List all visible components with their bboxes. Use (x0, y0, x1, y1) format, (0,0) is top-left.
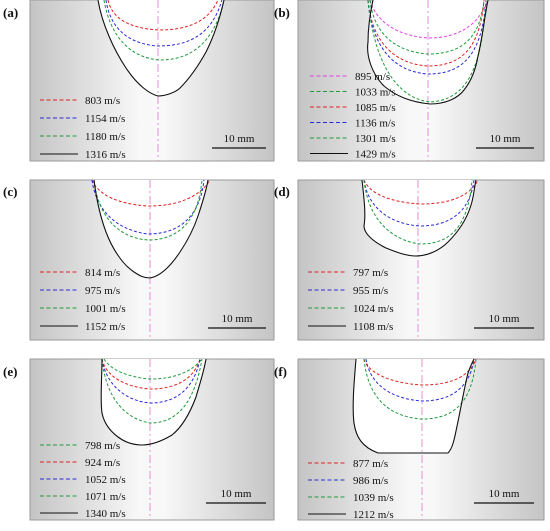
panel-a-image: 803 m/s 1154 m/s 1180 m/s 1316 m/s 10 mm (29, 0, 275, 162)
legend-label: 1301 m/s (355, 133, 396, 145)
profile-curve-dashed (363, 179, 475, 227)
profile-curve-dashed (107, 0, 219, 31)
legend-label: 1108 m/s (353, 321, 393, 333)
legend-label: 797 m/s (353, 267, 388, 279)
panel-c-image: 814 m/s 975 m/s 1001 m/s 1152 m/s 10 mm (29, 179, 275, 341)
profile-curve-dashed (93, 179, 203, 241)
legend-label: 975 m/s (85, 285, 120, 297)
legend-label: 1154 m/s (85, 113, 125, 125)
legend-label: 1001 m/s (85, 303, 126, 315)
profile-curve-dashed (103, 358, 203, 380)
legend-label: 1052 m/s (85, 474, 126, 486)
profile-curve-solid (93, 179, 209, 279)
legend-label: 798 m/s (85, 440, 120, 452)
profile-curve-dashed (363, 358, 477, 420)
profile-curve-dashed (363, 358, 477, 386)
scale-bar-label: 10 mm (222, 313, 253, 325)
legend-label: 1212 m/s (353, 509, 394, 521)
panel-label-f: (f) (274, 364, 287, 379)
scale-bar-label: 10 mm (489, 488, 520, 500)
legend-label: 1033 m/s (355, 87, 396, 99)
legend-label: 955 m/s (353, 285, 388, 297)
legend-label: 1180 m/s (85, 131, 125, 143)
panel-label-b: (b) (274, 5, 290, 20)
legend-label: 1340 m/s (85, 508, 126, 520)
crater-fill (98, 0, 224, 96)
panel-b-image: 895 m/s 1033 m/s 1085 m/s 1136 m/s 1301 m/s 1… (297, 0, 545, 162)
panel-label-e: (e) (3, 364, 18, 379)
legend-label: 1316 m/s (85, 149, 126, 161)
profile-curve-dashed (103, 0, 225, 61)
profile-curve-solid (100, 358, 207, 446)
legend-label: 803 m/s (85, 95, 120, 107)
panel-e-image: 798 m/s 924 m/s 1052 m/s 1071 m/s 1340 m/s 10… (29, 358, 275, 521)
legend-label: 1039 m/s (353, 492, 394, 504)
profile-curve-dashed (101, 358, 203, 424)
panel-label-a: (a) (3, 5, 19, 20)
panel-d-image: 797 m/s 955 m/s 1024 m/s 1108 m/s 10 mm (297, 179, 545, 341)
scale-bar-label: 10 mm (224, 133, 255, 145)
profile-curve-solid (367, 0, 489, 105)
legend-label: 895 m/s (355, 71, 390, 83)
profile-curve-dashed (369, 0, 485, 55)
profile-curve-dashed (101, 358, 201, 390)
scale-bar-label: 10 mm (221, 488, 252, 500)
profile-curve-dashed (105, 0, 223, 47)
profile-curve-dashed (367, 0, 487, 103)
legend-label: 1085 m/s (355, 102, 396, 114)
crater-fill (353, 359, 474, 453)
panel-label-d: (d) (274, 184, 290, 199)
panel-label-c: (c) (3, 184, 18, 199)
legend-label: 1429 m/s (355, 149, 396, 161)
legend-label: 877 m/s (353, 458, 388, 470)
legend-label: 1152 m/s (85, 321, 125, 333)
legend-label: 986 m/s (353, 475, 388, 487)
legend-label: 1071 m/s (85, 491, 126, 503)
legend-label: 814 m/s (85, 267, 120, 279)
panel-f-image: 877 m/s 986 m/s 1039 m/s 1212 m/s 10 mm (297, 358, 545, 521)
scale-bar-label: 10 mm (490, 133, 521, 145)
crater-fill (101, 359, 206, 445)
legend-label: 1136 m/s (355, 118, 395, 130)
legend-label: 924 m/s (85, 457, 120, 469)
scale-bar-label: 10 mm (489, 313, 520, 325)
profile-curve-dashed (367, 0, 487, 75)
profile-curve-dashed (101, 358, 201, 404)
crater-fill (94, 180, 208, 278)
profile-curve-solid (97, 0, 225, 97)
profile-curve-dashed (369, 0, 489, 39)
profile-curve-solid (352, 358, 475, 454)
profile-curve-dashed (91, 179, 211, 207)
profile-curve-solid (361, 179, 477, 257)
legend-label: 1024 m/s (353, 303, 394, 315)
profile-curve-dashed (363, 179, 473, 245)
